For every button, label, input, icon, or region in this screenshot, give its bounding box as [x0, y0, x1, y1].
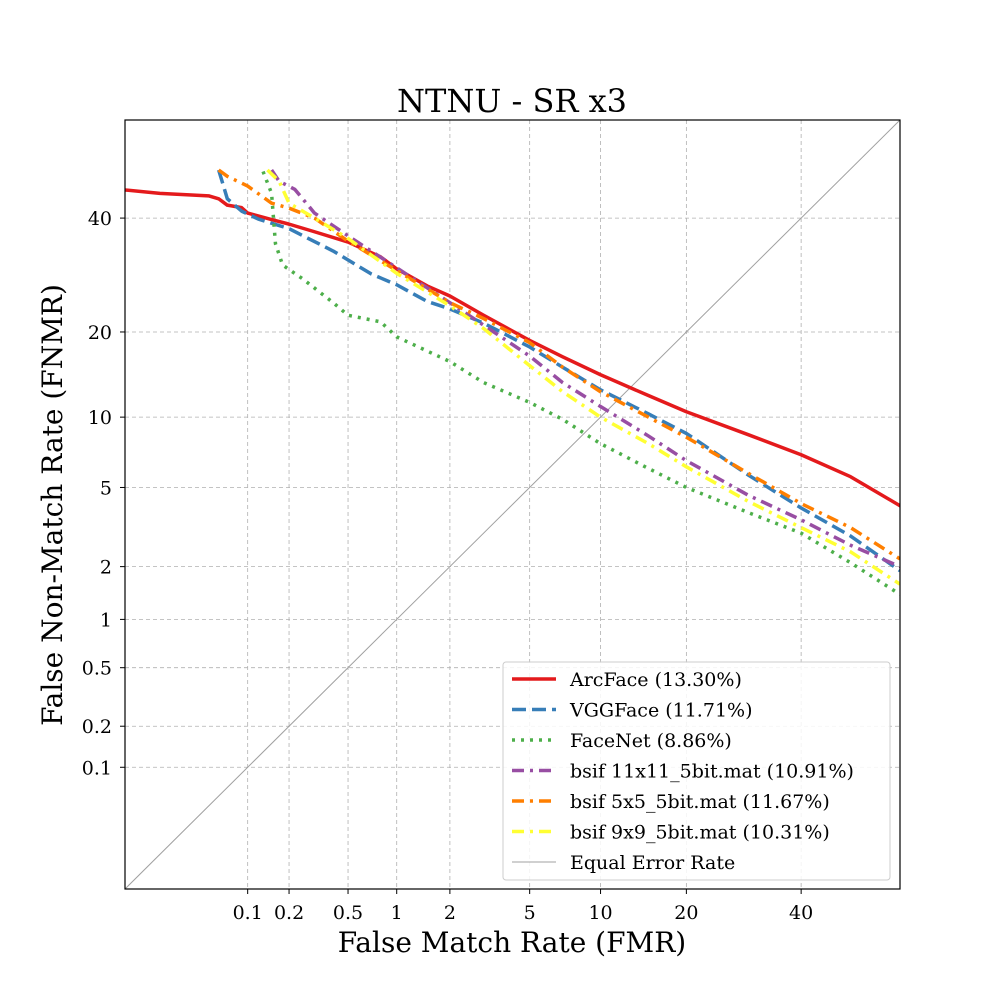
x-tick-label: 20	[674, 902, 698, 924]
series-line-2	[261, 170, 900, 596]
x-tick-label: 0.1	[233, 902, 263, 924]
legend-label-1: VGGFace (11.71%)	[569, 700, 753, 722]
legend-label-5: bsif 9x9_5bit.mat (10.31%)	[570, 822, 830, 844]
y-axis-title: False Non-Match Rate (FNMR)	[36, 284, 69, 726]
x-tick-label: 1	[391, 902, 403, 924]
series-layer	[125, 120, 900, 889]
legend: ArcFace (13.30%) VGGFace (11.71%) FaceNet …	[502, 661, 891, 881]
series-line-6	[125, 120, 900, 889]
x-tick-label: 40	[789, 902, 813, 924]
series-line-5	[266, 168, 900, 586]
y-tick-label: 5	[100, 477, 112, 499]
series-line-0	[125, 188, 900, 508]
y-tick-label: 20	[88, 322, 112, 344]
legend-label-6: Equal Error Rate	[570, 852, 735, 874]
y-tick-label: 2	[100, 557, 112, 579]
x-tick-label: 5	[524, 902, 536, 924]
x-axis-title: False Match Rate (FMR)	[338, 926, 686, 959]
y-tick-label: 10	[88, 407, 112, 429]
y-axis-ticks: 0.1 0.2 0.5 1 2 5 10 20 40	[82, 208, 125, 779]
legend-label-4: bsif 5x5_5bit.mat (11.67%)	[570, 791, 830, 813]
chart-title: NTNU - SR x3	[397, 82, 627, 120]
series-line-3	[270, 169, 900, 569]
legend-label-2: FaceNet (8.86%)	[570, 730, 732, 752]
legend-label-3: bsif 11x11_5bit.mat (10.91%)	[570, 761, 854, 783]
legend-box	[502, 661, 891, 881]
legend-label-0: ArcFace (13.30%)	[569, 669, 742, 691]
x-tick-label: 0.5	[333, 902, 363, 924]
series-line-1	[216, 169, 900, 573]
y-tick-label: 0.2	[82, 716, 112, 738]
x-tick-label: 2	[444, 902, 456, 924]
x-tick-label: 0.2	[274, 902, 304, 924]
series-line-4	[217, 168, 900, 561]
plot-frame	[124, 119, 901, 890]
y-tick-label: 1	[100, 609, 112, 631]
y-tick-label: 0.5	[82, 658, 112, 680]
x-tick-label: 10	[588, 902, 612, 924]
x-axis-ticks: 0.1 0.2 0.5 1 2 5 10 20 40	[233, 889, 813, 924]
y-tick-label: 40	[88, 208, 112, 230]
y-tick-label: 0.1	[82, 757, 112, 779]
